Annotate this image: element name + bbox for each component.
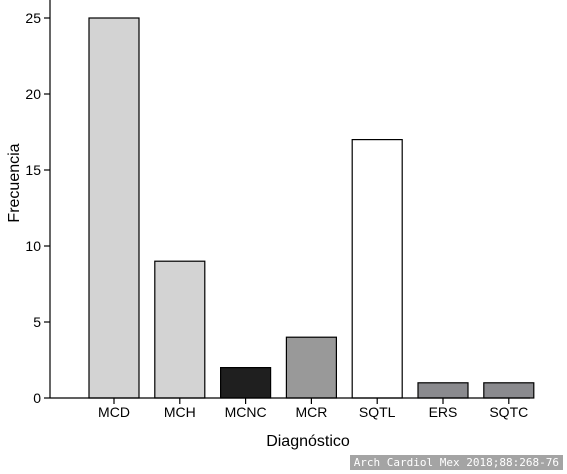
y-tick-label-0: 0	[33, 390, 41, 406]
x-tick-label-mcnc: MCNC	[225, 404, 267, 420]
y-tick-label-20: 20	[25, 86, 41, 102]
x-tick-label-mcr: MCR	[295, 404, 327, 420]
y-tick-label-25: 25	[25, 10, 41, 26]
bar-sqtl	[351, 139, 403, 399]
x-axis-title: Diagnóstico	[266, 433, 350, 450]
x-tick-label-mcd: MCD	[98, 404, 130, 420]
y-tick-label-5: 5	[33, 314, 41, 330]
bar-ers	[417, 382, 469, 399]
axes-layer: MCD MCH MCNC MCR SQTL ERS SQTC 0 5 10 15 20 25	[25, 0, 530, 420]
bar-mcr	[285, 336, 337, 399]
bars-layer	[88, 17, 535, 399]
y-axis-title: Frecuencia	[6, 143, 23, 222]
bar-mcnc	[220, 367, 272, 399]
bar-sqtc	[483, 382, 535, 399]
bar-mch	[154, 260, 206, 399]
x-tick-label-ers: ERS	[429, 404, 458, 420]
x-tick-label-sqtl: SQTL	[359, 404, 396, 420]
y-tick-label-10: 10	[25, 238, 41, 254]
journal-credit: Arch Cardiol Mex 2018;88:268-76	[349, 455, 563, 470]
x-tick-label-sqtc: SQTC	[489, 404, 528, 420]
x-tick-label-mch: MCH	[164, 404, 196, 420]
y-tick-label-15: 15	[25, 162, 41, 178]
bar-mcd	[88, 17, 140, 399]
